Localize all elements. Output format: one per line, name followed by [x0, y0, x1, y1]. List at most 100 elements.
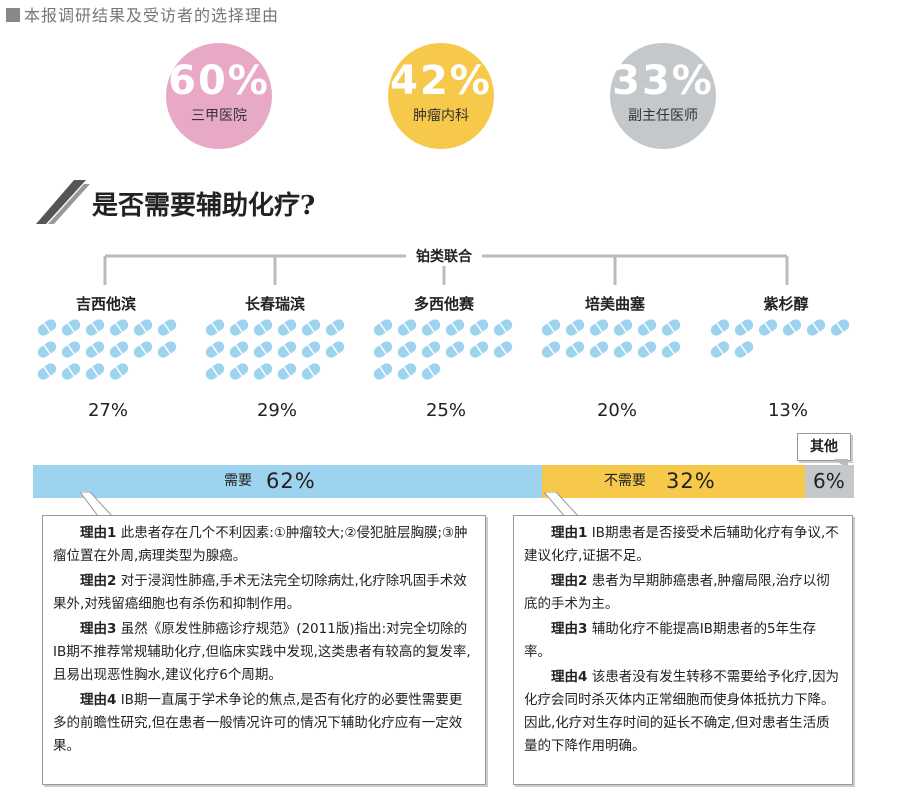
pill-mark [613, 319, 633, 336]
pill-mark [277, 363, 297, 380]
reason-item: 理由2 患者为早期肺癌患者,肿瘤局限,治疗以彻底的手术为主。 [524, 570, 842, 616]
pill-mark [109, 319, 129, 336]
reason-text: 患者为早期肺癌患者,肿瘤局限,治疗以彻底的手术为主。 [524, 573, 830, 612]
pill-mark [397, 363, 417, 380]
pill-mark [109, 363, 129, 380]
stat-circle-hospital: 60% 三甲医院 [166, 43, 272, 149]
reason-text: 辅助化疗不能提高ⅠB期患者的5年生存率。 [524, 621, 817, 660]
pill-mark [85, 341, 105, 358]
reason-item: 理由1 此患者存在几个不利因素:①肿瘤较大;②侵犯脏层胸膜;③肿瘤位置在外周,病… [53, 522, 475, 568]
pill-mark [661, 341, 681, 358]
reason-tag: 理由3 [551, 621, 588, 637]
pill-mark [253, 341, 273, 358]
pill-mark [493, 341, 513, 358]
pill-mark [133, 341, 153, 358]
pill-mark [421, 319, 441, 336]
pill-mark [421, 341, 441, 358]
pill-mark [253, 319, 273, 336]
pill-mark [661, 319, 681, 336]
pill-mark [541, 319, 561, 336]
reason-item: 理由1 ⅠB期患者是否接受术后辅助化疗有争议,不建议化疗,证据不足。 [524, 522, 842, 568]
drug-percent: 27% [87, 400, 128, 421]
drug-label: 吉西他滨 [75, 295, 136, 313]
stat-label: 肿瘤内科 [413, 108, 469, 124]
bar-segment-no-need: 不需要 32% [542, 465, 805, 498]
pill-mark [205, 363, 225, 380]
reason-tag: 理由2 [80, 573, 117, 589]
pill-mark [469, 319, 489, 336]
reason-item: 理由3 辅助化疗不能提高ⅠB期患者的5年生存率。 [524, 618, 842, 664]
reason-text: ⅠB期一直属于学术争论的焦点,是否有化疗的必要性需要更多的前瞻性研究,但在患者一… [53, 692, 463, 754]
drug-percent: 25% [425, 400, 466, 421]
reason-tag: 理由4 [551, 669, 588, 685]
reason-text: 虽然《原发性肺癌诊疗规范》(2011版)指出:对完全切除的ⅠB期不推荐常规辅助化… [53, 621, 471, 683]
reason-tag: 理由1 [551, 525, 588, 541]
reason-tag: 理由4 [80, 692, 117, 708]
pill-mark [61, 319, 81, 336]
reason-tag: 理由2 [551, 573, 588, 589]
pill-mark [157, 341, 177, 358]
reason-item: 理由3 虽然《原发性肺癌诊疗规范》(2011版)指出:对完全切除的ⅠB期不推荐常… [53, 618, 475, 687]
group-bracket: 铂类联合 [103, 246, 789, 285]
stat-value: 33% [612, 58, 714, 104]
pill-mark [782, 319, 802, 336]
pill-mark [565, 319, 585, 336]
pill-mark [734, 319, 754, 336]
pill-mark [229, 319, 249, 336]
stat-value: 42% [390, 58, 492, 104]
pill-mark [157, 319, 177, 336]
bar-segment-value: 62% [266, 469, 316, 493]
reason-text: ⅠB期患者是否接受术后辅助化疗有争议,不建议化疗,证据不足。 [524, 525, 839, 564]
reason-tag: 理由3 [80, 621, 117, 637]
pill-mark [589, 341, 609, 358]
pill-mark [445, 341, 465, 358]
pill-mark [37, 341, 57, 358]
pill-mark [421, 363, 441, 380]
pill-mark [758, 319, 778, 336]
pill-mark [373, 319, 393, 336]
stat-value: 60% [168, 58, 270, 104]
pill-mark [830, 319, 850, 336]
bar-segment-need: 需要 62% [33, 465, 542, 498]
drug-percent: 13% [767, 400, 808, 421]
square-bullet-icon [6, 8, 20, 22]
pill-mark [109, 341, 129, 358]
other-tag: 其他 [797, 433, 851, 461]
pill-mark [277, 319, 297, 336]
pill-mark [565, 341, 585, 358]
pill-mark [373, 341, 393, 358]
reason-tag: 理由1 [80, 525, 117, 541]
pill-mark [541, 341, 561, 358]
pill-mark [710, 341, 730, 358]
pill-mark [710, 319, 730, 336]
drug-label: 多西他赛 [413, 295, 474, 313]
pill-mark [637, 341, 657, 358]
pill-mark [325, 319, 345, 336]
bar-segment-value: 32% [666, 469, 716, 493]
pill-mark [397, 319, 417, 336]
reason-item: 理由4 该患者没有发生转移不需要给予化疗,因为化疗会同时杀灭体内正常细胞而使身体… [524, 666, 842, 758]
reason-text: 该患者没有发生转移不需要给予化疗,因为化疗会同时杀灭体内正常细胞而使身体抵抗力下… [524, 669, 839, 754]
pill-mark [325, 341, 345, 358]
bar-segment-value: 6% [813, 469, 845, 493]
stat-circle-title: 33% 副主任医师 [610, 43, 716, 149]
drug-percent: 20% [596, 400, 637, 421]
pill-mark [301, 341, 321, 358]
pill-mark [37, 363, 57, 380]
drug-percent: 29% [256, 400, 297, 421]
reason-text: 此患者存在几个不利因素:①肿瘤较大;②侵犯脏层胸膜;③肿瘤位置在外周,病理类型为… [53, 525, 468, 564]
pill-mark [61, 341, 81, 358]
pill-mark [133, 319, 153, 336]
pill-mark [61, 363, 81, 380]
drug-label: 紫杉醇 [763, 295, 809, 313]
pill-mark [37, 319, 57, 336]
pill-mark [445, 319, 465, 336]
pill-mark [397, 341, 417, 358]
section-title: 是否需要辅助化疗? [92, 191, 316, 221]
bar-segment-label: 需要 [224, 473, 252, 489]
stat-circle-department: 42% 肿瘤内科 [388, 43, 494, 149]
pill-mark [85, 363, 105, 380]
pill-mark [205, 319, 225, 336]
pill-mark [277, 341, 297, 358]
bar-segment-other: 6% [805, 465, 854, 498]
